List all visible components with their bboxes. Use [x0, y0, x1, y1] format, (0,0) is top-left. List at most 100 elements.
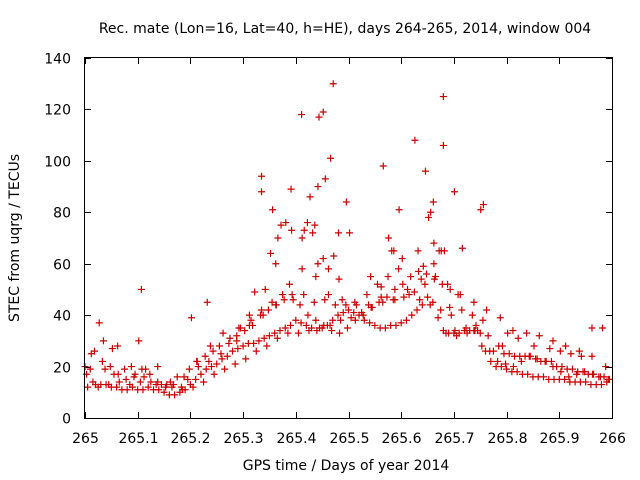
data-point [563, 365, 571, 373]
data-point [287, 185, 295, 193]
data-point [456, 291, 464, 299]
data-point [437, 306, 445, 314]
data-point [602, 363, 610, 371]
data-point [581, 368, 589, 376]
x-axis-label: GPS time / Days of year 2014 [243, 458, 450, 474]
data-point [321, 175, 329, 183]
data-point [276, 327, 284, 335]
data-point [205, 357, 213, 365]
y-tick-label: 140 [44, 52, 71, 68]
data-point [155, 386, 163, 394]
data-point [562, 342, 570, 350]
data-point [294, 329, 302, 337]
y-tick-label: 40 [53, 309, 71, 325]
data-point [500, 350, 508, 358]
data-point [345, 306, 352, 314]
y-tick-label: 80 [53, 206, 71, 222]
y-tick-label: 20 [53, 361, 71, 377]
data-point [588, 352, 596, 360]
data-point [430, 239, 438, 247]
x-tick-label: 265.5 [329, 431, 369, 447]
data-point [338, 296, 346, 304]
data-point [377, 293, 385, 301]
data-point [395, 265, 403, 273]
data-point [285, 280, 293, 288]
data-point [514, 334, 522, 342]
data-point [200, 378, 208, 386]
data-point [542, 357, 550, 365]
data-point [282, 219, 290, 227]
data-point [539, 373, 547, 381]
axis-ticks: 265 265.1 265.2 265.3 265.4 265.5 265.6 265.7 26… [44, 52, 626, 448]
data-point [258, 306, 266, 314]
plot-frame [84, 57, 613, 419]
data-point [379, 162, 387, 170]
data-point [453, 332, 461, 340]
data-point [234, 345, 242, 353]
y-tick-label: 120 [44, 103, 71, 119]
data-point [252, 347, 260, 355]
data-point [458, 244, 466, 252]
data-point [255, 337, 263, 345]
data-point [509, 327, 517, 335]
data-point [351, 316, 359, 324]
data-point [407, 273, 415, 281]
data-point [245, 321, 253, 329]
data-point [384, 273, 392, 281]
x-tick-label: 265.8 [487, 431, 527, 447]
data-point [502, 360, 510, 368]
data-point [421, 167, 429, 175]
y-tick-label: 0 [62, 412, 71, 428]
data-point [319, 108, 327, 116]
data-point [447, 311, 455, 319]
data-point [414, 247, 422, 255]
data-point [235, 324, 243, 332]
data-point [106, 363, 114, 371]
data-point [316, 324, 324, 332]
data-point [292, 316, 300, 324]
data-point [419, 262, 427, 270]
data-point [108, 345, 116, 353]
x-tick-label: 265.2 [170, 431, 210, 447]
data-point [417, 275, 425, 283]
data-point [410, 288, 418, 296]
data-point [135, 337, 143, 345]
data-point [371, 321, 379, 329]
data-point [267, 249, 275, 257]
data-point [284, 329, 292, 337]
data-point [595, 373, 603, 381]
data-point [269, 206, 277, 214]
data-point [319, 255, 327, 263]
data-point [405, 291, 413, 299]
data-point [113, 383, 121, 391]
data-point [470, 327, 478, 335]
data-point [207, 363, 215, 371]
data-point [584, 370, 592, 378]
data-point [373, 280, 381, 288]
data-point [434, 314, 442, 322]
data-point [392, 321, 400, 329]
data-point [511, 352, 519, 360]
data-point [399, 280, 407, 288]
data-point [360, 316, 368, 324]
data-point [430, 260, 438, 268]
data-point [312, 316, 320, 324]
data-point [189, 383, 197, 391]
data-point [422, 270, 430, 278]
data-point [288, 291, 296, 299]
data-point [328, 327, 336, 335]
data-point [219, 329, 227, 337]
x-tick-label: 265.7 [434, 431, 474, 447]
data-point [229, 347, 237, 355]
data-point [217, 350, 225, 358]
data-point [359, 311, 367, 319]
data-point [451, 327, 459, 335]
data-point [521, 352, 529, 360]
data-point [365, 301, 373, 309]
data-point [395, 206, 403, 214]
data-point [273, 334, 281, 342]
data-point [127, 363, 135, 371]
chart-title: Rec. mate (Lon=16, Lat=40, h=HE), days 2… [99, 21, 591, 37]
data-point [136, 378, 144, 386]
